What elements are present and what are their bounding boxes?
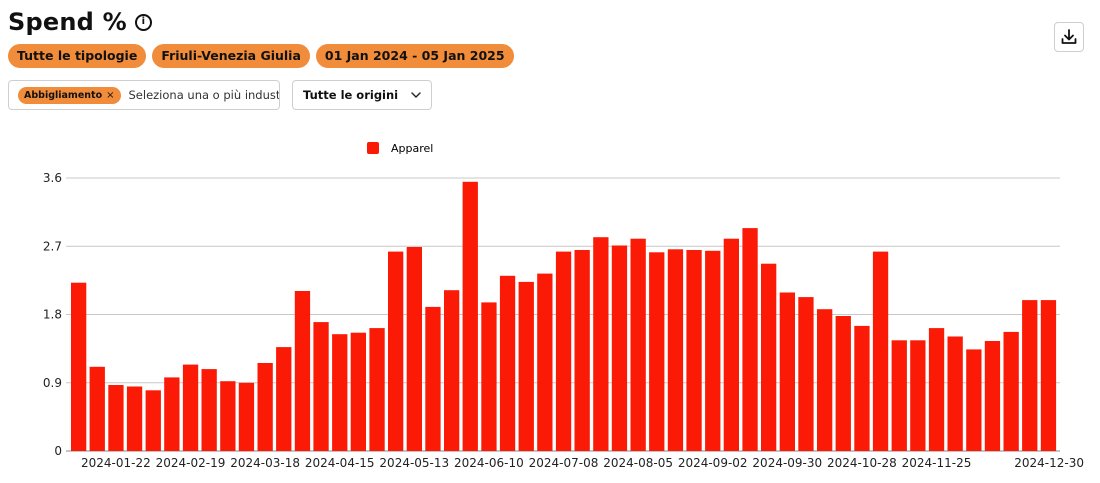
chip-region[interactable]: Friuli-Venezia Giulia — [152, 44, 310, 68]
y-tick-label: 1.8 — [43, 308, 62, 322]
industry-tag-label: Abbigliamento — [24, 89, 103, 101]
legend-label: Apparel — [391, 142, 433, 155]
bar[interactable] — [649, 252, 665, 451]
bar[interactable] — [891, 340, 907, 451]
legend-swatch — [367, 142, 379, 154]
y-tick-label: 0.9 — [43, 376, 62, 390]
bar[interactable] — [928, 328, 945, 451]
bar[interactable] — [369, 328, 385, 451]
industry-tag: Abbigliamento × — [18, 86, 121, 104]
bar[interactable] — [593, 237, 609, 451]
bar[interactable] — [518, 281, 534, 451]
x-tick-label: 2024-09-02 — [678, 456, 748, 470]
bar[interactable] — [108, 385, 124, 451]
bar[interactable] — [835, 316, 851, 451]
x-tick-label: 2024-04-15 — [305, 456, 375, 470]
bar[interactable] — [555, 251, 572, 451]
download-icon — [1061, 29, 1077, 44]
bar[interactable] — [220, 381, 236, 451]
y-tick-label: 0 — [54, 444, 62, 458]
bar[interactable] — [481, 302, 497, 451]
bar[interactable] — [742, 228, 758, 451]
bar[interactable] — [313, 322, 329, 451]
origin-select[interactable]: Tutte le origini — [292, 80, 432, 110]
bar[interactable] — [388, 251, 404, 451]
bar[interactable] — [947, 336, 963, 452]
chip-date-range[interactable]: 01 Jan 2024 - 05 Jan 2025 — [315, 44, 514, 68]
y-tick-label: 2.7 — [43, 239, 62, 253]
bar[interactable] — [574, 250, 590, 451]
bar-chart: Apparel 0 0.9 1.8 2.7 3.6 2024-01-22 2024-02-… — [43, 142, 1084, 470]
bar[interactable] — [537, 273, 553, 451]
bar[interactable] — [705, 250, 721, 451]
bar[interactable] — [294, 291, 311, 451]
bar[interactable] — [332, 334, 348, 451]
x-tick-label: 2024-08-05 — [603, 456, 673, 470]
x-tick-label: 2024-10-28 — [827, 456, 897, 470]
chip-typology[interactable]: Tutte le tipologie — [8, 44, 147, 68]
bar[interactable] — [145, 390, 161, 451]
bars — [71, 181, 1057, 452]
bar[interactable] — [1003, 331, 1019, 451]
bar[interactable] — [966, 349, 982, 451]
y-tick-label: 3.6 — [43, 171, 62, 185]
bar[interactable] — [854, 325, 870, 451]
bar[interactable] — [779, 292, 795, 452]
bar[interactable] — [872, 251, 889, 451]
x-tick-label: 2024-02-19 — [156, 456, 226, 470]
x-tick-label: 2024-05-13 — [379, 456, 449, 470]
x-axis-ticks: 2024-01-22 2024-02-19 2024-03-18 2024-04-15… — [81, 456, 1084, 470]
industry-placeholder[interactable]: Seleziona una o più industri — [128, 88, 280, 102]
bar[interactable] — [276, 347, 292, 451]
bar[interactable] — [201, 369, 217, 451]
info-circle-icon[interactable]: i — [134, 13, 152, 31]
x-tick-label: 2024-06-10 — [454, 456, 524, 470]
bar[interactable] — [1022, 300, 1038, 451]
bar[interactable] — [425, 306, 441, 451]
bar[interactable] — [499, 275, 516, 451]
bar[interactable] — [462, 181, 478, 452]
x-tick-label: 2024-11-25 — [902, 456, 972, 470]
bar[interactable] — [1040, 300, 1057, 451]
bar[interactable] — [444, 290, 460, 451]
bar[interactable] — [723, 238, 739, 451]
y-axis-ticks: 0 0.9 1.8 2.7 3.6 — [43, 171, 62, 458]
x-tick-label: 2024-09-30 — [752, 456, 822, 470]
x-tick-label: 2024-07-08 — [529, 456, 599, 470]
bar[interactable] — [611, 245, 628, 452]
bar[interactable] — [126, 386, 143, 452]
bar[interactable] — [817, 309, 833, 451]
close-icon[interactable]: × — [106, 89, 115, 101]
chevron-down-icon — [411, 92, 421, 98]
download-button[interactable] — [1054, 22, 1084, 52]
bar[interactable] — [350, 332, 366, 451]
bar[interactable] — [257, 363, 273, 451]
x-tick-label: 2024-01-22 — [81, 456, 151, 470]
industry-multiselect[interactable]: Abbigliamento × Seleziona una o più indu… — [8, 80, 280, 110]
bar[interactable] — [761, 263, 777, 451]
page-title: Spend % — [8, 8, 127, 36]
x-tick-label: 2024-03-18 — [230, 456, 300, 470]
bar[interactable] — [182, 364, 199, 451]
bar[interactable] — [238, 382, 255, 452]
filter-chips: Tutte le tipologie Friuli-Venezia Giulia… — [8, 44, 514, 68]
chart-legend[interactable]: Apparel — [367, 142, 433, 155]
bar[interactable] — [406, 247, 422, 451]
x-tick-label: 2024-12-30 — [1014, 456, 1084, 470]
bar[interactable] — [984, 341, 1001, 451]
bar[interactable] — [164, 377, 180, 451]
bar[interactable] — [630, 238, 646, 451]
bar[interactable] — [89, 366, 105, 451]
title-row: Spend % i — [8, 8, 152, 36]
bar[interactable] — [71, 282, 87, 451]
bar[interactable] — [667, 249, 684, 451]
bar[interactable] — [910, 340, 926, 451]
bar[interactable] — [798, 297, 814, 451]
origin-select-value: Tutte le origini — [303, 88, 399, 102]
bar[interactable] — [686, 250, 702, 451]
